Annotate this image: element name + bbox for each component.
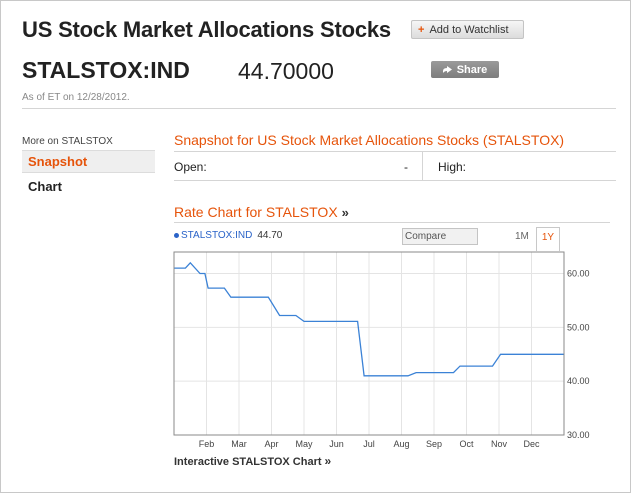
x-tick-label: Oct [459, 439, 474, 449]
legend-value: 44.70 [257, 230, 283, 241]
header-divider [22, 108, 616, 109]
series-line [174, 261, 564, 377]
open-value: - [404, 160, 408, 174]
legend-ticker: STALSTOX:IND [181, 230, 253, 241]
rate-chart-heading[interactable]: Rate Chart for STALSTOX» [174, 204, 349, 220]
open-label: Open: [174, 160, 207, 174]
sidebar-item-label: Chart [28, 179, 62, 194]
sidebar-item-chart[interactable]: Chart [22, 175, 155, 198]
ticker-symbol: STALSTOX:IND [22, 57, 190, 83]
x-tick-label: Apr [264, 439, 278, 449]
snapshot-row: Open: - High: [174, 151, 616, 181]
high-label: High: [438, 160, 467, 174]
chevron-right-icon: » [341, 205, 349, 220]
x-tick-label: Jun [329, 439, 344, 449]
series-dot-icon [174, 232, 179, 238]
page-title: US Stock Market Allocations Stocks [22, 17, 391, 42]
sidebar-item-snapshot[interactable]: Snapshot [22, 150, 155, 173]
interactive-chart-link[interactable]: Interactive STALSTOX Chart» [174, 454, 331, 468]
add-to-watchlist-button[interactable]: + Add to Watchlist [411, 20, 524, 39]
x-tick-label: Jul [363, 439, 375, 449]
as-of-timestamp: As of ET on 12/28/2012. [22, 92, 130, 103]
x-tick-label: Feb [199, 439, 215, 449]
snapshot-heading: Snapshot for US Stock Market Allocations… [174, 132, 565, 148]
x-tick-label: Aug [393, 439, 409, 449]
x-tick-label: May [295, 439, 313, 449]
plot-border [173, 251, 565, 436]
sidebar-heading: More on STALSTOX [22, 136, 113, 147]
x-tick-label: Mar [231, 439, 247, 449]
chart-legend: STALSTOX:IND 44.70 [174, 230, 282, 241]
x-tick-label: Dec [523, 439, 540, 449]
price-value: 44.70000 [238, 58, 334, 84]
y-tick-label: 40.00 [567, 376, 590, 386]
add-to-watchlist-label: Add to Watchlist [429, 23, 509, 36]
share-label: Share [456, 63, 488, 76]
y-tick-label: 30.00 [567, 430, 590, 440]
interactive-chart-label: Interactive STALSTOX Chart [174, 456, 322, 468]
x-tick-label: Sep [426, 439, 442, 449]
rate-chart[interactable]: Feb Mar Apr May Jun Jul Aug Sep Oct Nov Dec 60.00 50… [172, 250, 592, 450]
plus-icon: + [418, 23, 425, 36]
rate-chart-heading-label: Rate Chart for STALSTOX [174, 204, 338, 220]
sidebar-item-label: Snapshot [28, 154, 88, 169]
compare-input[interactable]: Compare [402, 228, 478, 245]
chevron-right-icon: » [324, 454, 332, 468]
x-tick-label: Nov [491, 439, 508, 449]
range-1y-button[interactable]: 1Y [536, 227, 560, 251]
share-button[interactable]: Share [431, 61, 499, 78]
snapshot-divider [422, 152, 423, 180]
range-1m-button[interactable]: 1M [515, 231, 529, 242]
rate-chart-divider [174, 222, 610, 223]
share-arrow-icon [442, 65, 452, 73]
y-tick-label: 50.00 [567, 322, 590, 332]
y-tick-label: 60.00 [567, 269, 590, 279]
